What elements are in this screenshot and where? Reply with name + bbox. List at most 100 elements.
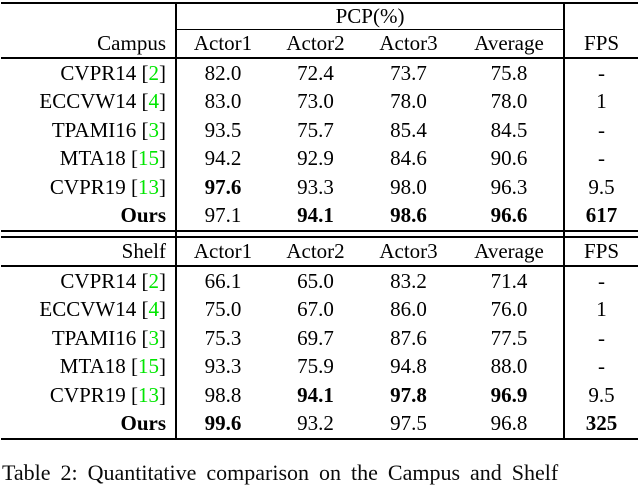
method-cell: MTA18 [15] [1,144,177,173]
pcp-value-cell: 73.7 [390,60,427,85]
column-header-actor3: Actor3 [362,237,455,267]
pcp-value-cell: 84.5 [490,117,528,142]
pcp-value-cell: 94.8 [390,354,427,379]
empty-fps-corner-cell [563,3,639,30]
table-row: TPAMI16 [3] 75.3 69.7 87.6 77.5 - [1,324,639,353]
fps-value-cell: 9.5 [563,381,639,410]
pcp-value-cell: 75.9 [297,354,334,379]
method-label: CVPR19 [49,174,126,199]
pcp-value-cell: 98.6 [390,203,427,228]
pcp-value-cell: 86.0 [390,297,427,322]
pcp-value-cell: 97.6 [204,174,242,199]
empty-corner-cell [1,3,177,30]
pcp-value-cell: 96.8 [490,411,528,436]
pcp-value-cell: 65.0 [297,268,334,293]
citation-link[interactable]: 4 [148,89,160,114]
method-label: Ours [120,203,166,228]
method-label: Ours [120,411,166,436]
method-cell: TPAMI16 [3] [1,324,177,353]
fps-value-cell: - [563,324,639,353]
pcp-value-cell: 75.3 [204,325,242,350]
pcp-header: PCP(%) [176,3,565,30]
method-cell: CVPR19 [13] [1,173,177,202]
method-label: CVPR14 [60,60,137,85]
column-header-average: Average [455,29,565,59]
column-header-average: Average [455,237,565,267]
pcp-value-cell: 90.6 [490,146,528,171]
table-row: CVPR19 [13] 98.8 94.1 97.8 96.9 9.5 [1,381,639,410]
method-label: MTA18 [59,146,126,171]
table-row: MTA18 [15] 93.3 75.9 94.8 88.0 - [1,352,639,381]
citation-link[interactable]: 13 [138,382,159,407]
fps-value-cell: 617 [563,201,639,231]
pcp-value-cell: 98.0 [390,174,427,199]
citation-link[interactable]: 15 [138,354,159,379]
pcp-value-cell: 72.4 [297,60,334,85]
table-row: CVPR14 [2] 66.1 65.0 83.2 71.4 - [1,266,639,296]
citation-link[interactable]: 13 [138,174,159,199]
pcp-value-cell: 93.3 [204,354,242,379]
table-row: ECCVW14 [4] 75.0 67.0 86.0 76.0 1 [1,295,639,324]
pcp-value-cell: 67.0 [297,297,334,322]
method-cell: Ours [1,409,177,439]
pcp-value-cell: 92.9 [297,146,334,171]
results-table: PCP(%) Campus Actor1 Actor2 Actor3 Avera… [1,2,639,440]
method-label: TPAMI16 [51,325,137,350]
column-header-actor2: Actor2 [269,29,362,59]
campus-header-group: PCP(%) Campus Actor1 Actor2 Actor3 Avera… [1,3,639,59]
citation-link[interactable]: 3 [148,325,160,350]
pcp-value-cell: 78.0 [390,89,427,114]
method-cell: MTA18 [15] [1,352,177,381]
column-header-fps: FPS [563,237,639,267]
fps-value-cell: - [563,144,639,173]
method-cell: ECCVW14 [4] [1,295,177,324]
citation-link[interactable]: 2 [148,268,160,293]
citation-link[interactable]: 3 [148,117,160,142]
shelf-header-group: Shelf Actor1 Actor2 Actor3 Average FPS [1,237,639,267]
citation-link[interactable]: 2 [148,60,160,85]
pcp-value-cell: 93.3 [297,174,334,199]
method-cell: CVPR14 [2] [1,58,177,88]
method-label: ECCVW14 [39,297,137,322]
fps-value-cell: - [563,58,639,88]
fps-value-cell: 1 [563,295,639,324]
pcp-value-cell: 97.1 [204,203,242,228]
table-row: CVPR14 [2] 82.0 72.4 73.7 75.8 - [1,58,639,88]
citation-link[interactable]: 4 [148,297,160,322]
pcp-value-cell: 83.0 [204,89,242,114]
table-row: MTA18 [15] 94.2 92.9 84.6 90.6 - [1,144,639,173]
method-cell: CVPR19 [13] [1,381,177,410]
pcp-value-cell: 83.2 [390,268,427,293]
pcp-value-cell: 69.7 [297,325,334,350]
pcp-value-cell: 94.1 [297,382,334,407]
citation-link[interactable]: 15 [138,146,159,171]
shelf-rows: CVPR14 [2] 66.1 65.0 83.2 71.4 - ECCVW14 [4] 75… [1,266,639,439]
method-cell: TPAMI16 [3] [1,116,177,145]
pcp-value-cell: 99.6 [204,411,242,436]
column-header-actor3: Actor3 [362,29,455,59]
pcp-value-cell: 75.8 [490,60,528,85]
pcp-value-cell: 96.3 [490,174,528,199]
pcp-value-cell: 78.0 [490,89,528,114]
column-header-actor1: Actor1 [176,237,269,267]
column-header-fps: FPS [563,29,639,59]
pcp-value-cell: 94.1 [297,203,334,228]
shelf-column-header-row: Shelf Actor1 Actor2 Actor3 Average FPS [1,237,639,267]
method-label: CVPR19 [49,382,126,407]
pcp-value-cell: 97.8 [390,382,427,407]
pcp-value-cell: 75.0 [204,297,242,322]
method-cell: ECCVW14 [4] [1,87,177,116]
table-row: Ours 99.6 93.2 97.5 96.8 325 [1,409,639,439]
column-header-actor2: Actor2 [269,237,362,267]
method-label: ECCVW14 [39,89,137,114]
method-cell: CVPR14 [2] [1,266,177,296]
pcp-header-row: PCP(%) [1,3,639,30]
pcp-value-cell: 66.1 [204,268,242,293]
fps-value-cell: 1 [563,87,639,116]
pcp-value-cell: 98.8 [204,382,242,407]
fps-value-cell: - [563,116,639,145]
pcp-value-cell: 77.5 [490,325,528,350]
campus-rows: CVPR14 [2] 82.0 72.4 73.7 75.8 - ECCVW14 [4] 83… [1,58,639,231]
pcp-value-cell: 82.0 [204,60,242,85]
method-label: TPAMI16 [51,117,137,142]
